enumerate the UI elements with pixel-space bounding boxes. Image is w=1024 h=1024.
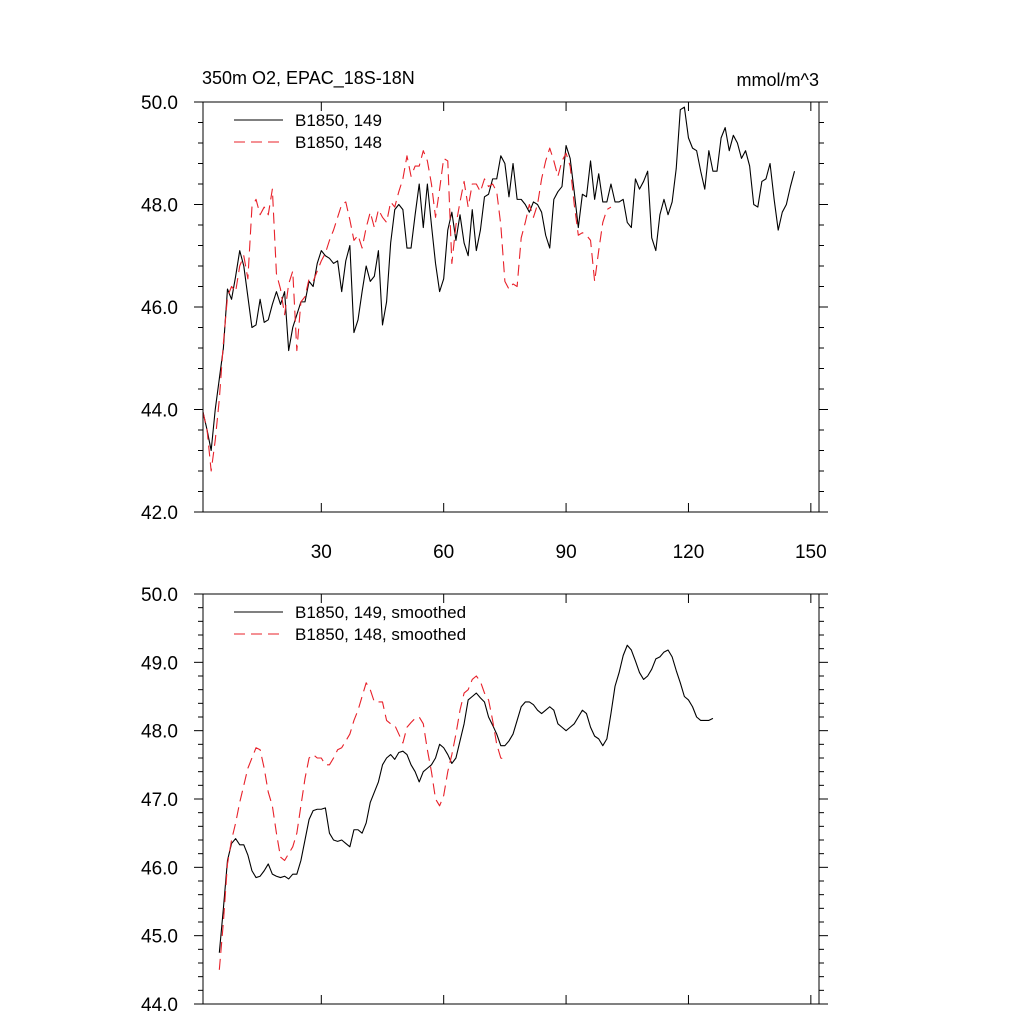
series-line-0-1 xyxy=(202,147,612,472)
top-series-group xyxy=(202,106,796,472)
top-plot-frame xyxy=(202,101,820,513)
legend-label-148-smoothed: B1850, 148, smoothed xyxy=(295,625,466,644)
bottom-plot-frame xyxy=(202,593,820,1005)
x-tick-label: 90 xyxy=(556,542,577,563)
y-tick-label: 50.0 xyxy=(141,93,178,114)
panel-title: 350m O2, EPAC_18S-18N xyxy=(202,68,415,89)
y-tick-label: 48.0 xyxy=(141,196,178,217)
y-tick-label: 48.0 xyxy=(141,722,178,743)
y-tick-label: 46.0 xyxy=(141,298,178,319)
series-line-0-0 xyxy=(202,106,796,452)
top-x-tick-labels: 30 60 90 120 150 xyxy=(311,542,827,563)
bottom-y-tick-labels: 44.0 45.0 46.0 47.0 48.0 49.0 50.0 xyxy=(141,585,178,1016)
y-tick-label: 47.0 xyxy=(141,790,178,811)
units-label: mmol/m^3 xyxy=(737,70,819,90)
top-y-tick-labels: 42.0 44.0 46.0 48.0 50.0 xyxy=(141,93,178,524)
bottom-legend: B1850, 149, smoothed B1850, 148, smoothe… xyxy=(234,603,466,644)
y-tick-label: 44.0 xyxy=(141,401,178,422)
legend-label-149-smoothed: B1850, 149, smoothed xyxy=(295,603,466,622)
y-tick-label: 46.0 xyxy=(141,858,178,879)
legend-label-148: B1850, 148 xyxy=(295,133,382,152)
y-tick-label: 45.0 xyxy=(141,927,178,948)
top-legend: B1850, 149 B1850, 148 xyxy=(234,111,382,152)
bottom-panel: 44.0 45.0 46.0 47.0 48.0 49.0 50.0 B1850, 149,… xyxy=(141,585,828,1016)
y-tick-label: 49.0 xyxy=(141,653,178,674)
x-tick-label: 60 xyxy=(433,542,454,563)
x-tick-label: 30 xyxy=(311,542,332,563)
y-tick-label: 44.0 xyxy=(141,995,178,1016)
bottom-axis-ticks xyxy=(194,593,828,1005)
series-line-1-1 xyxy=(218,675,506,970)
series-line-1-0 xyxy=(218,644,714,953)
x-tick-label: 120 xyxy=(673,542,705,563)
x-tick-label: 150 xyxy=(795,542,827,563)
bottom-series-group xyxy=(218,644,714,970)
top-axis-ticks xyxy=(194,101,828,513)
y-tick-label: 50.0 xyxy=(141,585,178,606)
top-panel: 350m O2, EPAC_18S-18N mmol/m^3 42.044.04… xyxy=(141,68,828,563)
legend-label-149: B1850, 149 xyxy=(295,111,382,130)
y-tick-label: 42.0 xyxy=(141,503,178,524)
